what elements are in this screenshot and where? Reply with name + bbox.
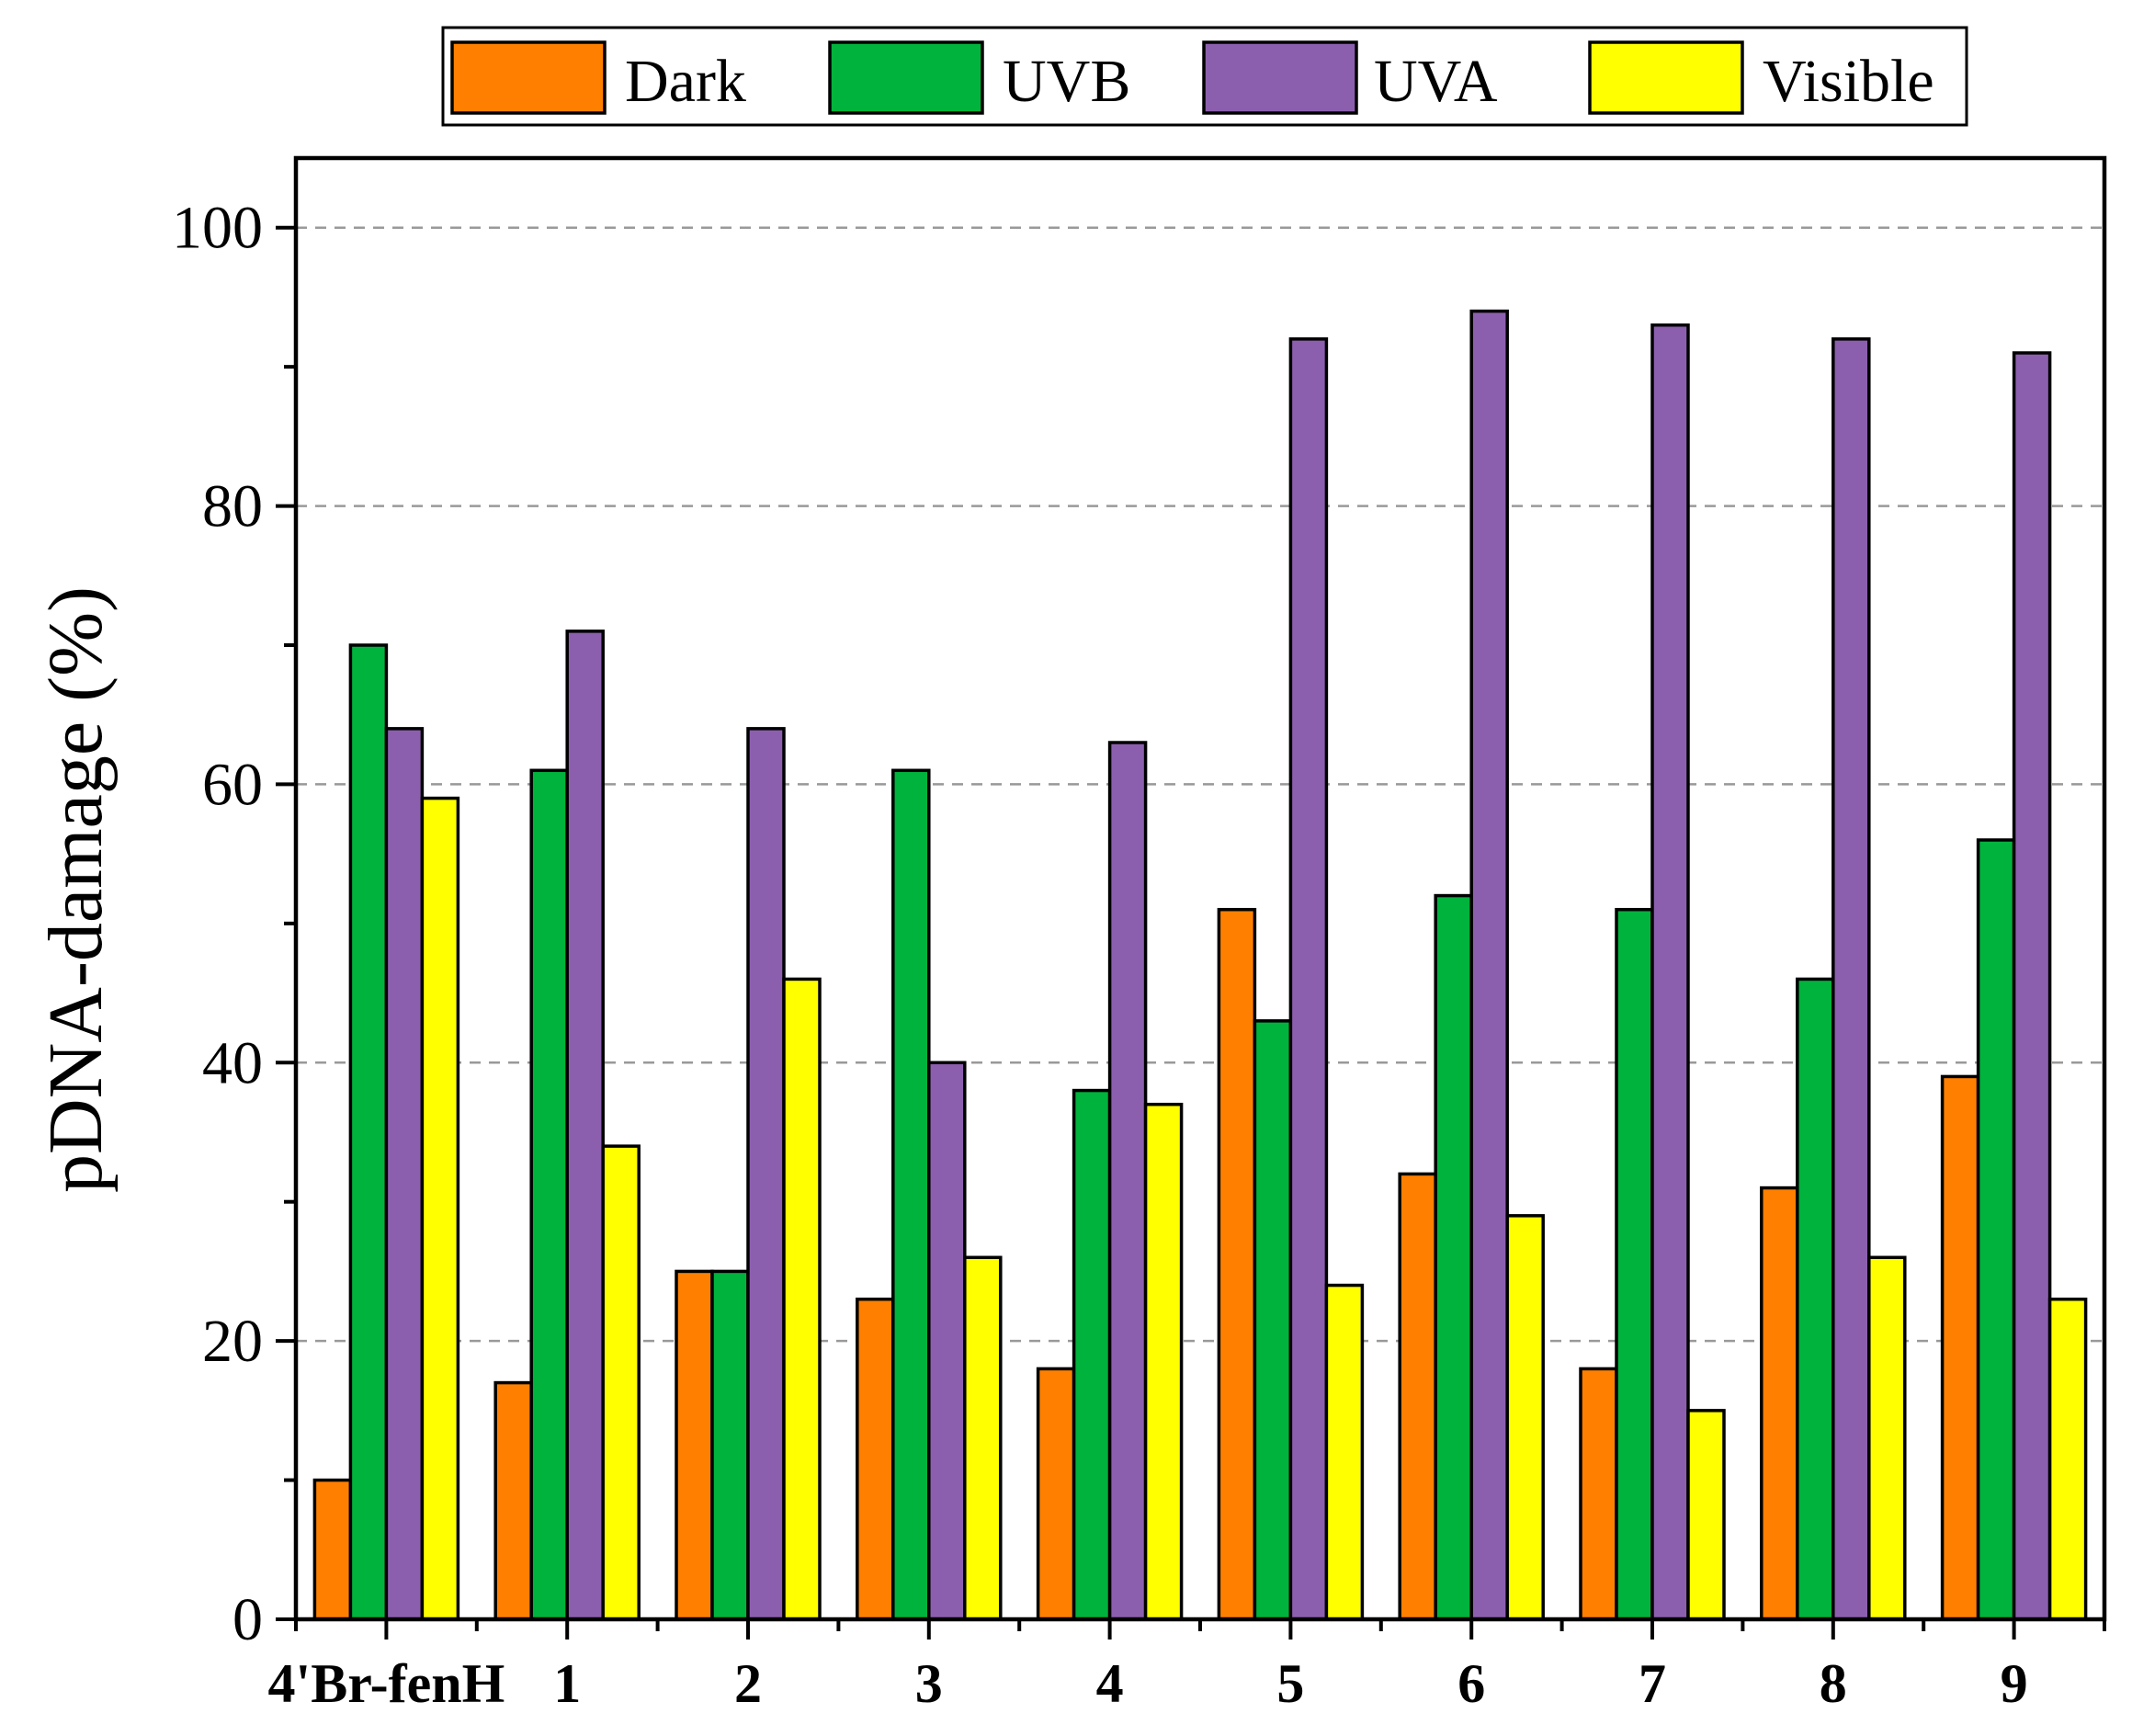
- y-tick-label-80: 80: [202, 473, 263, 540]
- bar-visible-8: [1867, 1255, 1907, 1621]
- axes: 0 20 40 60 80 100 4'Br-fenH 1 2 3 4 5 6 7 8 9: [172, 155, 2107, 1714]
- bar-dark-5: [1217, 907, 1257, 1621]
- bar-dark-2: [675, 1269, 714, 1621]
- bar-visible-4: [1143, 1102, 1184, 1621]
- legend-label-visible: Visible: [1763, 48, 1934, 115]
- bar-uva-4: [1107, 741, 1148, 1621]
- bar-uva-6: [1469, 309, 1509, 1621]
- bar-uva-2: [746, 727, 786, 1621]
- bar-uvb-8: [1796, 977, 1835, 1621]
- x-tick-label-0: 4'Br-fenH: [268, 1653, 505, 1714]
- legend-swatch-uvb: [828, 40, 984, 115]
- bar-uvb-2: [710, 1269, 750, 1621]
- bar-uvb-3: [891, 768, 931, 1621]
- legend-label-uvb: UVB: [1003, 48, 1130, 115]
- y-tick-label-100: 100: [172, 195, 263, 262]
- bar-visible-9: [2047, 1297, 2088, 1621]
- x-tick-label-3: 3: [915, 1653, 943, 1714]
- x-tick-label-7: 7: [1639, 1653, 1666, 1714]
- bar-uva-8: [1831, 337, 1871, 1621]
- legend-swatch-dark: [450, 40, 607, 115]
- bar-visible-7: [1686, 1409, 1726, 1621]
- bar-dark-4: [1036, 1367, 1076, 1621]
- bar-uvb-4: [1072, 1088, 1112, 1621]
- bar-dark-3: [856, 1297, 895, 1621]
- x-tick-label-6: 6: [1457, 1653, 1485, 1714]
- bar-visible-2: [782, 977, 822, 1621]
- x-tick-label-9: 9: [2001, 1653, 2028, 1714]
- x-tick-label-4: 4: [1096, 1653, 1124, 1714]
- x-tick-label-2: 2: [734, 1653, 762, 1714]
- bar-visible-0: [420, 796, 460, 1621]
- y-tick-label-0: 0: [232, 1586, 263, 1653]
- bar-dark-6: [1398, 1172, 1437, 1621]
- bars: [312, 309, 2088, 1621]
- bar-uva-7: [1650, 323, 1690, 1621]
- y-tick-label-40: 40: [202, 1029, 263, 1096]
- bar-dark-7: [1579, 1367, 1618, 1621]
- bar-uva-3: [927, 1061, 967, 1621]
- bar-uvb-7: [1615, 907, 1654, 1621]
- bar-uvb-1: [529, 768, 569, 1621]
- bar-visible-5: [1324, 1283, 1365, 1621]
- y-axis-label: pDNA-damage (%): [33, 586, 119, 1193]
- x-tick-label-8: 8: [1820, 1653, 1847, 1714]
- y-tick-label-60: 60: [202, 751, 263, 818]
- bar-dark-0: [312, 1478, 353, 1621]
- bar-dark-8: [1760, 1186, 1799, 1621]
- y-tick-label-20: 20: [202, 1308, 263, 1375]
- bar-visible-6: [1505, 1214, 1545, 1621]
- x-tick-label-5: 5: [1276, 1653, 1304, 1714]
- legend: Dark UVB UVA Visible: [441, 26, 1968, 127]
- bar-dark-1: [493, 1380, 533, 1621]
- bar-uva-0: [384, 727, 425, 1621]
- legend-swatch-uva: [1202, 40, 1358, 115]
- x-tick-label-1: 1: [553, 1653, 581, 1714]
- bar-uvb-5: [1253, 1019, 1293, 1621]
- bar-uvb-9: [1976, 838, 2016, 1621]
- bar-uva-1: [565, 630, 605, 1621]
- bar-uva-9: [2012, 351, 2052, 1621]
- legend-swatch-visible: [1588, 40, 1744, 115]
- bar-visible-3: [963, 1255, 1003, 1621]
- bar-uva-5: [1288, 337, 1329, 1621]
- bar-uvb-6: [1434, 893, 1473, 1621]
- bar-dark-9: [1940, 1074, 1980, 1621]
- bar-visible-1: [601, 1144, 641, 1621]
- legend-label-dark: Dark: [625, 48, 746, 115]
- legend-label-uva: UVA: [1374, 48, 1498, 115]
- bar-uvb-0: [348, 643, 389, 1621]
